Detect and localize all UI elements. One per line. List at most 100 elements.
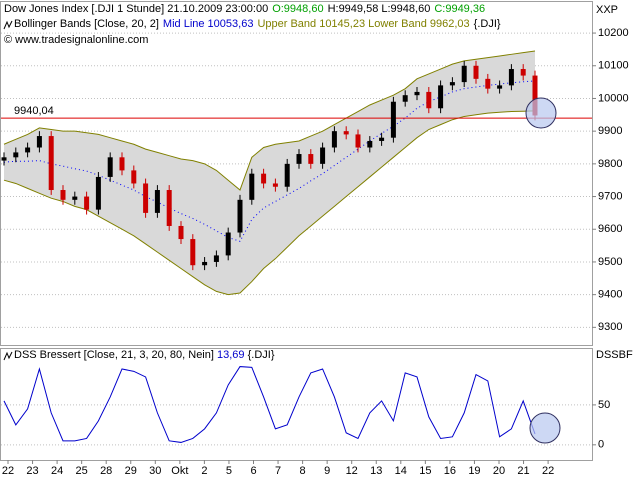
x-tick-label: 23 — [26, 465, 38, 477]
indicator-icon — [3, 20, 13, 30]
candle-body — [331, 131, 337, 148]
series-name: DSS Bressert [Close, 21, 3, 20, 80, Nein… — [14, 349, 214, 361]
quote: C:9949,36 — [434, 3, 485, 15]
x-tick-label: 7 — [275, 465, 281, 477]
candle-body — [1, 157, 7, 161]
candle-body — [296, 154, 302, 164]
x-tick-label: 15 — [419, 465, 431, 477]
last-value: 13,69 — [217, 349, 245, 361]
lower-band — [3, 110, 536, 296]
x-tick-label: 5 — [226, 465, 232, 477]
candle-body — [532, 75, 538, 116]
x-tick-label: 28 — [100, 465, 112, 477]
y-tick-label: 10200 — [598, 27, 629, 39]
candle-body — [379, 137, 385, 141]
x-tick-label: 30 — [149, 465, 161, 477]
candle-body — [414, 91, 420, 96]
candle-body — [449, 82, 455, 86]
x-tick-label: 19 — [468, 465, 480, 477]
x-tick-label: 25 — [76, 465, 88, 477]
candle-body — [320, 147, 326, 164]
candle-body — [225, 232, 231, 256]
candle-body — [13, 152, 19, 158]
candle-body — [473, 65, 479, 79]
x-tick-label: 13 — [370, 465, 382, 477]
x-tick-label: 9 — [324, 465, 330, 477]
chart-title: Dow Jones Index [.DJI 1 Stunde] 21.10.20… — [4, 3, 485, 15]
x-tick-label: 21 — [517, 465, 529, 477]
line — [3, 366, 536, 443]
candle-body — [508, 69, 514, 86]
candle-body — [520, 69, 526, 76]
copyright: © www.tradesignalonline.com — [4, 34, 148, 46]
indicator-panel — [0, 348, 593, 461]
candle-body — [261, 173, 267, 184]
candle-body — [107, 157, 113, 177]
x-tick-label: Okt — [171, 465, 188, 477]
candle-body — [249, 173, 255, 200]
candle-body — [143, 183, 149, 213]
y-tick-label: 50 — [598, 399, 610, 411]
candle-body — [154, 190, 160, 213]
candle-body — [461, 65, 467, 83]
candle-body — [36, 136, 42, 148]
x-tick-label: 2 — [201, 465, 207, 477]
y-tick-label: 10000 — [598, 92, 629, 104]
candle-body — [84, 196, 90, 210]
source: {.DJI} — [248, 349, 275, 361]
candle-body — [237, 199, 243, 233]
candle-body — [60, 190, 66, 200]
y-tick-label: 9400 — [598, 289, 622, 301]
candle-body — [390, 101, 396, 138]
indicator-text: {.DJI} — [474, 18, 501, 30]
y-tick-label: 10100 — [598, 60, 629, 72]
y-tick-label: 9600 — [598, 223, 622, 235]
candle-body — [119, 157, 125, 171]
indicator-legend: DSS Bressert [Close, 21, 3, 20, 80, Nein… — [14, 349, 275, 361]
band-fill — [4, 51, 535, 295]
axis-name: DSSBF — [596, 349, 633, 361]
candle-body — [426, 91, 432, 109]
indicator-legend: Bollinger Bands [Close, 20, 2] Mid Line 1… — [14, 18, 501, 30]
indicator-text: Mid Line 10053,63 — [163, 18, 254, 30]
title: Dow Jones Index [.DJI 1 Stunde] 21.10.20… — [4, 3, 268, 15]
x-tick-label: 12 — [346, 465, 358, 477]
y-tick-label: 9500 — [598, 256, 622, 268]
x-tick-label: 22 — [2, 465, 14, 477]
candle-body — [166, 190, 172, 226]
x-tick-label: 29 — [125, 465, 137, 477]
candle-body — [25, 147, 31, 153]
x-tick-label: 6 — [250, 465, 256, 477]
y-tick-label: 9900 — [598, 125, 622, 137]
candle-body — [402, 95, 408, 102]
y-tick-label: 9700 — [598, 190, 622, 202]
candle-body — [131, 170, 137, 184]
y-tick-label: 0 — [598, 439, 604, 451]
candle-body — [367, 140, 373, 148]
candle-body — [213, 255, 219, 262]
highlight-circle — [525, 97, 557, 129]
x-tick-label: 20 — [493, 465, 505, 477]
y-tick-label: 9800 — [598, 158, 622, 170]
x-tick-label: 24 — [51, 465, 63, 477]
candle-body — [284, 163, 290, 187]
candle-body — [178, 225, 184, 240]
highlight-circle — [529, 412, 561, 444]
y-tick-label: 9300 — [598, 321, 622, 333]
axis-name: XXP — [596, 4, 618, 16]
indicator-text: Upper Band 10145,23 Lower Band 9962,03 — [257, 18, 469, 30]
candle-body — [485, 78, 491, 89]
mid-line — [3, 80, 536, 242]
candle-body — [343, 131, 349, 135]
candle-body — [95, 176, 101, 210]
x-tick-label: 14 — [395, 465, 407, 477]
candle-body — [202, 261, 208, 266]
candle-body — [190, 239, 196, 266]
candle-body — [355, 134, 361, 148]
candle-body — [72, 196, 78, 200]
candle-body — [438, 85, 444, 109]
candle-body — [48, 136, 54, 191]
quote: H:9949,58 L:9948,60 — [328, 3, 431, 15]
quote: O:9948,60 — [272, 3, 323, 15]
